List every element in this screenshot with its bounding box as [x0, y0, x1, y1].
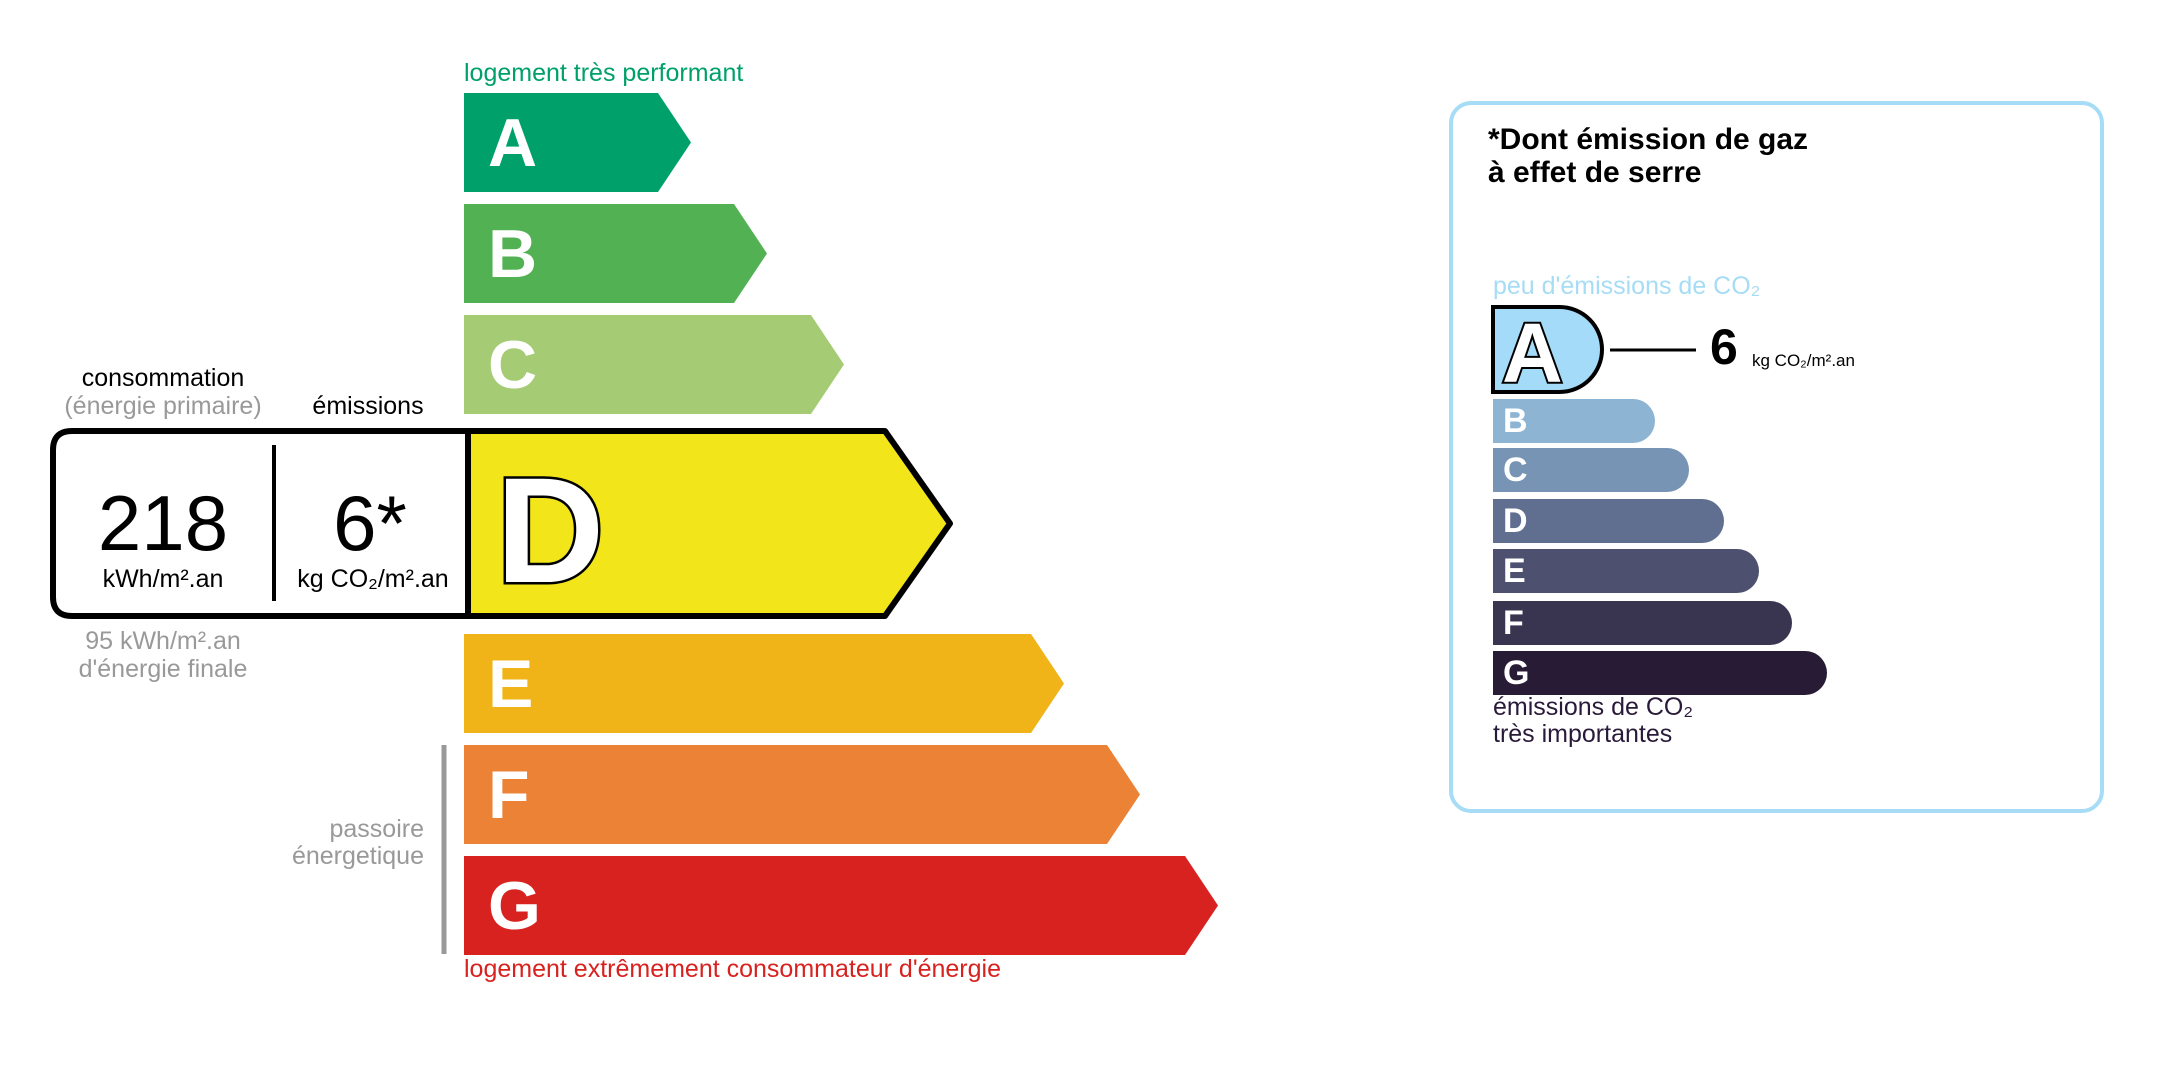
energy-bar-c	[464, 315, 844, 414]
energy-letter-g: G	[488, 868, 541, 944]
ges-bar-f	[1493, 601, 1792, 645]
energy-letter-b: B	[488, 216, 538, 292]
consumption-sublabel: (énergie primaire)	[64, 392, 262, 420]
ges-panel	[1449, 101, 2104, 813]
ges-letter-g: G	[1503, 654, 1530, 692]
value-box	[50, 428, 471, 619]
ges-letter-b: B	[1503, 402, 1528, 440]
ges-bar-d	[1493, 499, 1724, 543]
ges-bar-g	[1493, 651, 1827, 695]
final-energy-value: 95 kWh/m².an	[85, 627, 241, 655]
passoire-label-line2: énergetique	[291, 842, 424, 870]
ges-letter-f: F	[1503, 604, 1524, 642]
consumption-label: consommation	[81, 364, 245, 392]
energy-bar-g	[464, 856, 1218, 955]
energy-letter-d: D	[496, 446, 604, 614]
top-energy-label: logement très performant	[464, 59, 744, 87]
ges-bar-c	[1493, 448, 1689, 492]
ges-bar-a-active	[1491, 305, 1604, 394]
ges-title-line2: à effet de serre	[1488, 156, 1702, 189]
energy-bar-d-active	[465, 428, 953, 619]
ges-bar-e	[1493, 549, 1759, 593]
ges-letter-a: A	[1502, 306, 1563, 400]
consumption-value: 218	[97, 479, 229, 567]
energy-bar-f	[464, 745, 1140, 844]
ges-letter-e: E	[1503, 552, 1526, 590]
energy-letter-f: F	[488, 757, 530, 833]
final-energy-label: d'énergie finale	[78, 655, 248, 683]
ges-value: 6	[1710, 319, 1738, 375]
ges-letter-c: C	[1503, 451, 1528, 489]
emissions-label: émissions	[312, 392, 424, 420]
energy-bar-b	[464, 204, 767, 303]
emissions-value: 6*	[333, 479, 407, 567]
consumption-unit: kWh/m².an	[102, 565, 224, 593]
energy-bar-e	[464, 634, 1064, 733]
bottom-energy-label: logement extrêmement consommateur d'éner…	[464, 955, 1001, 983]
energy-letter-e: E	[488, 646, 534, 722]
passoire-label-line1: passoire	[329, 815, 425, 843]
ges-unit: kg CO₂/m².an	[1752, 351, 1855, 370]
emissions-unit: kg CO₂/m².an	[297, 565, 449, 593]
energy-bar-a	[464, 93, 691, 192]
ges-bar-b	[1493, 399, 1655, 443]
ges-top-label: peu d'émissions de CO₂	[1493, 272, 1761, 300]
ges-bottom-label-line1: émissions de CO₂	[1493, 693, 1694, 721]
ges-letter-d: D	[1503, 502, 1528, 540]
ges-title-line1: *Dont émission de gaz	[1488, 123, 1809, 156]
ges-bottom-label-line2: très importantes	[1493, 720, 1673, 748]
energy-letter-c: C	[488, 327, 538, 403]
energy-letter-a: A	[488, 105, 538, 181]
